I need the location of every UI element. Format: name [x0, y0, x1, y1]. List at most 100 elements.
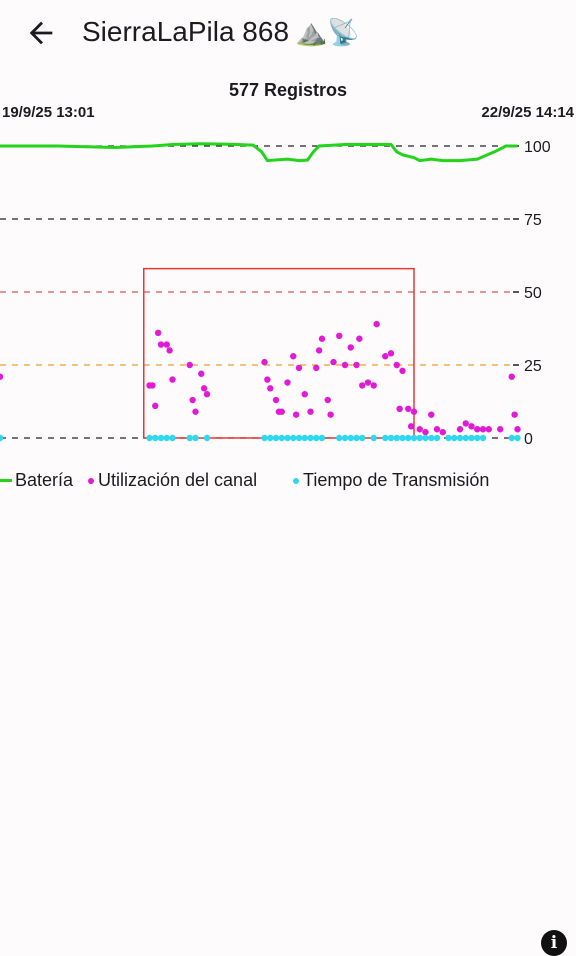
series-1-point-56 — [462, 420, 469, 427]
series-2-point-40 — [468, 434, 475, 442]
series-2-point-18 — [313, 434, 320, 442]
series-2-point-24 — [359, 434, 366, 442]
series-2-point-21 — [341, 434, 349, 442]
series-2-point-3 — [157, 434, 165, 442]
series-2-point-10 — [267, 434, 274, 442]
series-1-point-31 — [327, 411, 334, 418]
series-2-point-7 — [192, 434, 199, 442]
series-2-point-43 — [508, 434, 515, 442]
series-1-point-23 — [292, 411, 300, 418]
series-2-point-13 — [284, 434, 291, 442]
series-2-point-5 — [169, 434, 176, 442]
series-1-point-6 — [163, 341, 170, 348]
series-1-point-57 — [468, 423, 475, 430]
series-1-point-10 — [189, 396, 196, 404]
series-2-point-36 — [445, 434, 452, 442]
back-arrow-icon[interactable] — [24, 16, 58, 50]
series-1-point-28 — [315, 347, 323, 354]
node-name: SierraLaPila 868 — [82, 16, 290, 47]
series-2-point-11 — [272, 434, 280, 442]
series-1-point-49 — [410, 408, 418, 415]
y-tick-label-75: 75 — [524, 212, 542, 229]
y-tick-label-50: 50 — [524, 285, 542, 302]
series-1-point-44 — [393, 361, 400, 369]
series-2-point-31 — [410, 434, 418, 442]
series-2-point-25 — [370, 434, 377, 442]
series-1-point-40 — [370, 382, 377, 389]
series-1-point-24 — [295, 364, 303, 372]
series-1-point-58 — [474, 426, 481, 433]
series-2-point-30 — [405, 434, 412, 442]
series-1-point-39 — [364, 379, 372, 386]
series-1-point-59 — [479, 426, 487, 433]
series-1-point-52 — [428, 411, 435, 418]
legend-dot-icon — [293, 477, 299, 484]
legend-item-tiempo[interactable]: Tiempo de Transmisión — [290, 470, 489, 491]
series-1-point-42 — [382, 353, 389, 360]
series-2-point-35 — [433, 434, 441, 442]
legend-item-bateria[interactable]: Batería — [0, 470, 73, 491]
series-1-point-43 — [387, 350, 395, 357]
series-1-point-8 — [169, 376, 176, 383]
series-2-point-28 — [393, 434, 400, 442]
series-2-point-42 — [479, 434, 487, 442]
series-1-point-64 — [514, 426, 521, 433]
series-1-point-35 — [347, 344, 354, 351]
series-1-point-22 — [290, 353, 297, 360]
series-1-point-14 — [203, 391, 211, 398]
series-2-point-8 — [203, 434, 211, 442]
mountain-satellite-icon: ⛰️📡 — [295, 17, 360, 47]
series-1-point-20 — [278, 408, 285, 415]
info-icon[interactable]: i — [541, 930, 567, 956]
series-2-point-4 — [163, 434, 170, 442]
chart-legend: Batería Utilización del canal Tiempo de … — [0, 464, 576, 956]
series-2-point-37 — [451, 434, 458, 442]
series-2-point-26 — [382, 434, 389, 442]
series-1-point-25 — [301, 391, 308, 398]
series-1-point-0 — [0, 373, 4, 380]
legend-dot-icon — [88, 477, 94, 484]
series-1-point-53 — [433, 426, 441, 433]
series-1-point-38 — [359, 382, 366, 389]
series-2-point-32 — [416, 434, 423, 442]
series-1-point-27 — [313, 364, 320, 372]
legend-item-utilizacion[interactable]: Utilización del canal — [85, 470, 257, 491]
series-2-point-16 — [301, 434, 308, 442]
legend-label: Batería — [15, 470, 74, 490]
series-2-point-38 — [456, 434, 464, 442]
series-1-point-5 — [157, 341, 165, 348]
series-1-point-18 — [272, 396, 280, 404]
series-1-point-13 — [200, 385, 208, 392]
y-tick-label-100: 100 — [524, 139, 551, 156]
series-1-point-51 — [422, 428, 429, 436]
telemetry-chart: 100 75 50 25 0 — [0, 139, 551, 448]
series-1-point-9 — [186, 361, 193, 369]
series-1-point-15 — [261, 358, 268, 366]
app-bar: SierraLaPila 868 ⛰️📡 — [0, 0, 576, 64]
series-1-point-37 — [356, 335, 363, 342]
series-1-point-63 — [511, 411, 518, 418]
series-1-point-60 — [485, 426, 492, 433]
series-1-point-50 — [416, 426, 423, 433]
series-1-point-21 — [284, 379, 291, 386]
series-1-point-4 — [154, 329, 162, 337]
series-1-point-33 — [336, 332, 343, 339]
battery-line — [0, 142, 518, 163]
series-1-point-2 — [149, 382, 156, 389]
series-1-point-54 — [439, 428, 446, 436]
series-1-point-12 — [198, 370, 205, 377]
series-2-point-22 — [347, 434, 354, 442]
series-1-point-29 — [318, 335, 326, 342]
series-1-point-47 — [405, 405, 412, 412]
series-2-point-1 — [146, 434, 153, 442]
series-2-point-23 — [353, 434, 360, 442]
series-1-point-26 — [307, 408, 314, 415]
series-2-point-12 — [278, 434, 285, 442]
series-1-point-41 — [373, 320, 380, 328]
series-1-point-32 — [330, 358, 337, 366]
series-1-point-11 — [192, 408, 199, 415]
series-2-point-15 — [295, 434, 303, 442]
legend-label: Utilización del canal — [98, 470, 258, 490]
series-2-point-17 — [307, 434, 314, 442]
series-1-point-46 — [399, 367, 406, 375]
